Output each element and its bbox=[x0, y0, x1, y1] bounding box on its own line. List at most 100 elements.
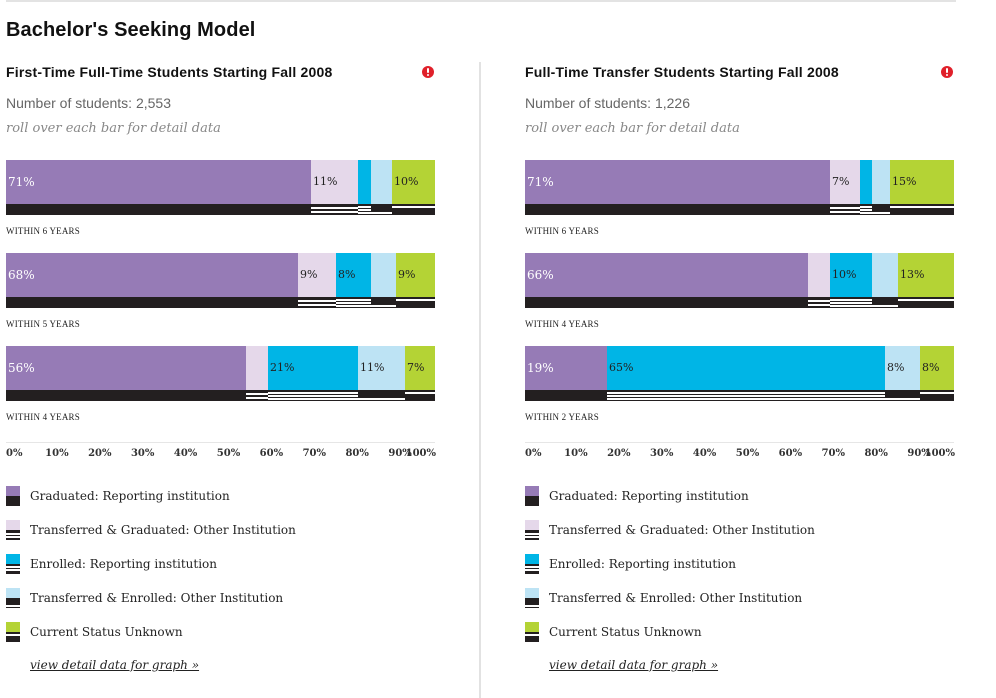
x-tick-label: 40% bbox=[692, 448, 717, 459]
segment-fill bbox=[890, 160, 954, 204]
pattern-line bbox=[6, 634, 20, 636]
bar-segment-transferred-enrolled-other[interactable]: 8% bbox=[885, 346, 920, 401]
bar-segment-graduated-reporting[interactable]: 56% bbox=[6, 346, 246, 401]
bar-segment-enrolled-reporting[interactable]: 10% bbox=[830, 253, 872, 308]
pattern-line bbox=[860, 212, 872, 214]
bar-segment-enrolled-reporting[interactable]: 65% bbox=[607, 346, 885, 401]
segment-fill bbox=[246, 346, 268, 390]
pattern-line bbox=[358, 209, 371, 211]
swatch-color bbox=[6, 622, 20, 632]
segment-pattern bbox=[830, 204, 860, 215]
bar-segment-transferred-enrolled-other[interactable] bbox=[872, 253, 898, 308]
bar-segment-status-unknown[interactable]: 15% bbox=[890, 160, 954, 215]
view-detail-link[interactable]: view detail data for graph » bbox=[549, 658, 719, 672]
legend-label: Transferred & Enrolled: Other Institutio… bbox=[549, 591, 803, 605]
bar-segment-status-unknown[interactable]: 13% bbox=[898, 253, 954, 308]
pattern-line bbox=[920, 392, 954, 394]
legend-swatch bbox=[6, 622, 20, 642]
segment-fill bbox=[396, 253, 435, 297]
bar-segment-transferred-graduated-other[interactable]: 7% bbox=[830, 160, 860, 215]
bar-segment-graduated-reporting[interactable]: 66% bbox=[525, 253, 808, 308]
bar-segment-status-unknown[interactable]: 10% bbox=[392, 160, 435, 215]
legend-item-transferred-enrolled-other: Transferred & Enrolled: Other Institutio… bbox=[6, 588, 306, 608]
pattern-line bbox=[311, 207, 358, 209]
bar-category-label: WITHIN 4 YEARS bbox=[6, 412, 80, 422]
segment-fill bbox=[830, 253, 872, 297]
info-icon[interactable] bbox=[941, 66, 953, 78]
bar-row: 56% 21% 11% 7% bbox=[6, 346, 435, 401]
segment-pattern bbox=[268, 390, 358, 401]
bar-segment-status-unknown[interactable]: 8% bbox=[920, 346, 954, 401]
bar-segment-graduated-reporting[interactable]: 71% bbox=[525, 160, 830, 215]
swatch-color bbox=[6, 588, 20, 598]
bar-segment-transferred-enrolled-other[interactable] bbox=[872, 160, 890, 215]
data-label: 68% bbox=[8, 268, 35, 282]
legend-swatch bbox=[6, 520, 20, 540]
x-axis-line bbox=[6, 442, 435, 443]
bar-segment-transferred-enrolled-other[interactable] bbox=[371, 253, 396, 308]
legend-label: Graduated: Reporting institution bbox=[30, 489, 230, 503]
bar-segment-transferred-graduated-other[interactable] bbox=[808, 253, 830, 308]
swatch-color bbox=[525, 520, 539, 530]
bar-segment-graduated-reporting[interactable]: 71% bbox=[6, 160, 311, 215]
legend-item-transferred-graduated-other: Transferred & Graduated: Other Instituti… bbox=[6, 520, 306, 540]
view-detail-link[interactable]: view detail data for graph » bbox=[30, 658, 200, 672]
bar-category-label: WITHIN 5 YEARS bbox=[6, 319, 80, 329]
info-icon[interactable] bbox=[422, 66, 434, 78]
legend-label: Transferred & Graduated: Other Instituti… bbox=[549, 523, 815, 537]
bar-segment-enrolled-reporting[interactable]: 8% bbox=[336, 253, 371, 308]
bar-row: 71% 11% 10% bbox=[6, 160, 435, 215]
segment-pattern bbox=[371, 297, 396, 308]
data-label: 9% bbox=[398, 268, 416, 281]
data-label: 71% bbox=[8, 175, 35, 189]
bar-segment-status-unknown[interactable]: 9% bbox=[396, 253, 435, 308]
x-tick-label: 20% bbox=[607, 448, 631, 459]
data-label: 56% bbox=[8, 361, 35, 375]
bar-segment-transferred-graduated-other[interactable]: 9% bbox=[298, 253, 336, 308]
segment-fill bbox=[6, 253, 298, 297]
stacked-bar-chart: 71% 7% 15% WITHIN 6 YEARS 66% 10% 13% WITHIN 4 … bbox=[525, 160, 955, 470]
segment-pattern bbox=[525, 390, 607, 401]
segment-fill bbox=[6, 346, 246, 390]
bar-segment-graduated-reporting[interactable]: 68% bbox=[6, 253, 298, 308]
stacked-bar-chart: 71% 11% 10% WITHIN 6 YEARS 68% 9% 8% 9% WITHIN 5… bbox=[6, 160, 436, 470]
legend-item-enrolled-reporting: Enrolled: Reporting institution bbox=[6, 554, 306, 574]
pattern-line bbox=[392, 206, 435, 208]
pattern-line bbox=[872, 212, 890, 214]
segment-pattern bbox=[405, 390, 435, 401]
bar-segment-status-unknown[interactable]: 7% bbox=[405, 346, 435, 401]
pattern-line bbox=[525, 566, 539, 568]
bar-segment-enrolled-reporting[interactable] bbox=[358, 160, 371, 215]
pattern-line bbox=[830, 211, 860, 213]
data-label: 66% bbox=[527, 268, 554, 282]
panel-title: Full-Time Transfer Students Starting Fal… bbox=[525, 64, 839, 80]
segment-pattern bbox=[298, 297, 336, 308]
segment-pattern bbox=[311, 204, 358, 215]
x-tick-label: 0% bbox=[525, 448, 542, 459]
bar-segment-transferred-enrolled-other[interactable] bbox=[371, 160, 392, 215]
pattern-line bbox=[885, 398, 920, 400]
bar-segment-transferred-graduated-other[interactable]: 11% bbox=[311, 160, 358, 215]
pattern-line bbox=[890, 206, 954, 208]
legend-label: Current Status Unknown bbox=[30, 625, 183, 639]
bar-segment-enrolled-reporting[interactable]: 21% bbox=[268, 346, 358, 401]
bar-segment-graduated-reporting[interactable]: 19% bbox=[525, 346, 607, 401]
data-label: 8% bbox=[887, 361, 905, 374]
pattern-line bbox=[872, 305, 898, 307]
segment-pattern bbox=[898, 297, 954, 308]
x-tick-label: 60% bbox=[778, 448, 803, 459]
segment-pattern bbox=[607, 390, 885, 401]
bar-segment-transferred-enrolled-other[interactable]: 11% bbox=[358, 346, 405, 401]
legend-item-enrolled-reporting: Enrolled: Reporting institution bbox=[525, 554, 825, 574]
x-tick-label: 80% bbox=[864, 448, 888, 459]
legend-item-graduated-reporting: Graduated: Reporting institution bbox=[6, 486, 306, 506]
data-label: 15% bbox=[892, 175, 917, 188]
bar-segment-transferred-graduated-other[interactable] bbox=[246, 346, 268, 401]
swatch-pattern bbox=[525, 496, 539, 506]
pattern-line bbox=[396, 299, 435, 301]
panel-title: First-Time Full-Time Students Starting F… bbox=[6, 64, 333, 80]
bar-segment-enrolled-reporting[interactable] bbox=[860, 160, 872, 215]
segment-pattern bbox=[872, 204, 890, 215]
pattern-line bbox=[607, 398, 885, 400]
x-tick-label: 90% bbox=[907, 448, 931, 459]
